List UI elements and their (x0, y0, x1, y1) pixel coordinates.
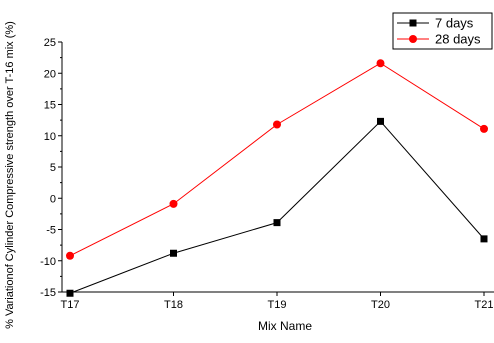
y-tick-label: 25 (44, 37, 56, 49)
series-line (69, 120, 485, 294)
legend-marker (409, 19, 417, 27)
data-point (273, 219, 281, 227)
y-tick-label: 20 (44, 68, 56, 80)
y-tick-label: -15 (40, 287, 56, 299)
series-1 (66, 59, 488, 260)
y-tick-label: -10 (40, 256, 56, 268)
data-point (66, 251, 74, 260)
plot-frame (61, 42, 494, 293)
data-point (170, 249, 177, 257)
data-point (273, 120, 281, 129)
y-tick-label: 0 (50, 193, 56, 205)
legend-marker (409, 35, 417, 43)
series-layer (66, 59, 488, 297)
data-point (169, 199, 178, 208)
x-axis-label: Mix Name (258, 319, 312, 333)
x-tick-label: T19 (268, 299, 287, 311)
y-tick-label: 5 (50, 162, 56, 174)
series-0 (66, 117, 488, 297)
legend-label: 28 days (435, 32, 481, 47)
x-tick-label: T18 (164, 299, 183, 311)
y-ticks: -15 -10 -5 0 5 10 15 20 25 (40, 37, 62, 299)
x-tick-label: T20 (371, 299, 390, 311)
x-ticks: T17 T18 T19 T20 T21 (61, 292, 494, 311)
data-point (480, 124, 488, 133)
data-point (377, 117, 384, 125)
legend-label: 7 days (435, 16, 474, 31)
data-point (480, 235, 488, 243)
y-tick-label: 10 (44, 131, 56, 143)
x-tick-label: T21 (475, 299, 494, 311)
data-point (376, 59, 385, 68)
legend-box (392, 12, 493, 50)
series-line (69, 62, 485, 257)
x-tick-label: T17 (61, 299, 80, 311)
y-tick-label: 15 (44, 100, 56, 112)
y-tick-label: -5 (46, 225, 56, 237)
y-axis-label: % Variationof Cylinder Compressive stren… (4, 21, 16, 329)
data-point (66, 289, 74, 297)
